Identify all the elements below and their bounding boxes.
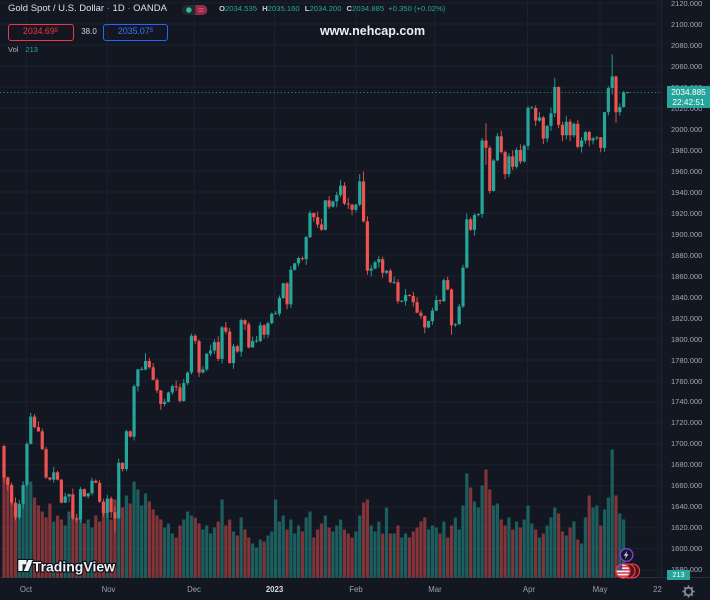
svg-text:TradingView: TradingView	[33, 559, 115, 575]
